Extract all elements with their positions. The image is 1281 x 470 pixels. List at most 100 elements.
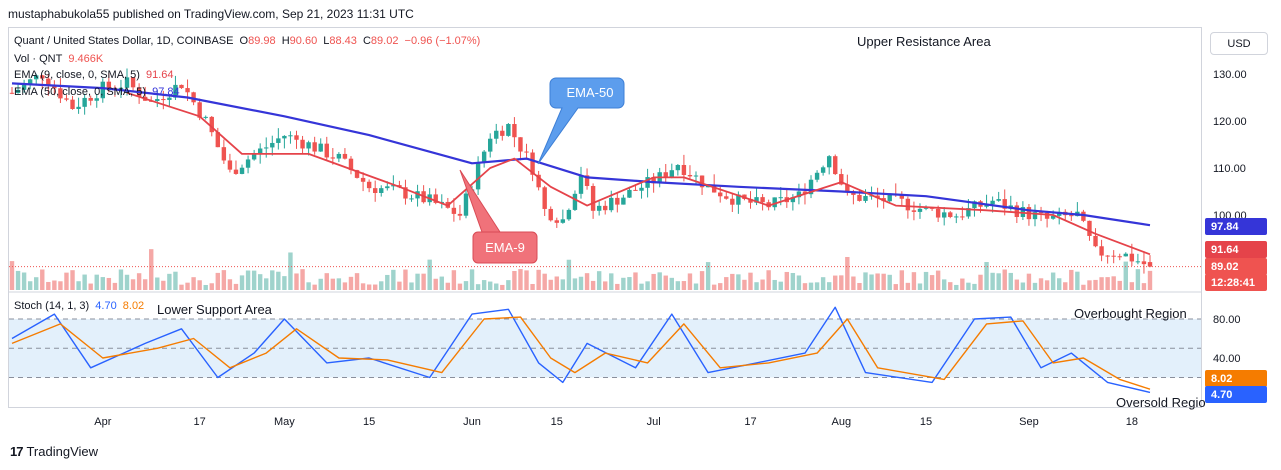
candle-body — [191, 92, 196, 103]
volume-bar — [699, 271, 705, 290]
volume-bar — [941, 279, 947, 290]
volume-bar — [445, 282, 451, 290]
candle-body — [1044, 212, 1050, 219]
volume-bar — [1038, 278, 1044, 290]
candle-body — [312, 142, 317, 152]
candle-body — [572, 193, 578, 210]
volume-bar — [136, 273, 142, 290]
candle-body — [270, 142, 275, 148]
candle-body — [760, 197, 765, 203]
volume-bar — [366, 284, 372, 290]
volume-bar — [149, 249, 154, 290]
bullish-candle — [826, 155, 832, 175]
bullish-candle — [984, 194, 989, 209]
candle-body — [173, 84, 178, 98]
bullish-candle — [270, 135, 275, 156]
candle-body — [899, 194, 905, 199]
candle-body — [34, 75, 39, 80]
volume-bar — [324, 273, 329, 290]
volume-bar — [790, 272, 796, 290]
volume-bar — [1105, 277, 1110, 290]
bullish-candle — [693, 171, 699, 186]
currency-button[interactable]: USD — [1210, 32, 1268, 55]
candle-body — [197, 102, 202, 118]
volume-bar — [808, 282, 814, 290]
candle-body — [857, 194, 862, 201]
candle-body — [276, 138, 281, 143]
bearish-candle — [548, 206, 553, 222]
candle-body — [88, 97, 93, 101]
bearish-candle — [512, 117, 517, 148]
date-tick-label: May — [274, 416, 295, 428]
volume-bar — [833, 275, 838, 290]
bullish-candle — [409, 194, 414, 202]
volume-bar — [318, 278, 323, 290]
volume-bar — [221, 270, 227, 290]
candle-body — [209, 116, 214, 133]
volume-bar — [851, 276, 856, 290]
bullish-candle — [391, 175, 396, 191]
candle-body — [1093, 235, 1098, 247]
bullish-candle — [118, 79, 124, 98]
ema9-line — [126, 91, 1151, 256]
candle-body — [94, 98, 99, 101]
footer-brand[interactable]: 17 TradingView — [10, 444, 98, 459]
bearish-candle — [366, 179, 372, 193]
candle-body — [1069, 215, 1074, 217]
volume-bar — [590, 280, 596, 290]
bearish-candle — [724, 191, 729, 200]
volume-bar — [106, 277, 112, 290]
bearish-candle — [948, 211, 953, 219]
bearish-candle — [451, 198, 457, 222]
candle-body — [972, 201, 977, 209]
candle-body — [754, 197, 759, 203]
candle-body — [596, 205, 602, 211]
volume-bar — [560, 279, 566, 290]
volume-bar — [899, 270, 905, 290]
candle-body — [391, 185, 396, 187]
candle-body — [360, 177, 366, 182]
volume-bar — [651, 273, 656, 290]
volume-bar — [657, 272, 662, 290]
candle-body — [245, 159, 251, 168]
stoch-d-line — [11, 316, 1151, 390]
candle-body — [294, 135, 299, 140]
volume-bar — [64, 272, 69, 290]
volume-bar — [433, 278, 438, 290]
volume-bar — [439, 276, 444, 290]
candle-body — [1123, 253, 1128, 257]
bearish-candle — [403, 179, 408, 205]
volume-bar — [494, 283, 499, 290]
ema50-price-badge: 97.84 — [1205, 218, 1267, 235]
ema9-label[interactable]: EMA (9, close, 0, SMA, 5) — [14, 69, 140, 81]
volume-bar — [639, 283, 644, 290]
bearish-candle — [730, 192, 735, 213]
volume-bar — [935, 270, 941, 290]
volume-bar — [1026, 273, 1032, 290]
candle-body — [693, 175, 699, 177]
bullish-candle — [1135, 253, 1141, 265]
publisher-line: mustaphabukola55 published on TradingVie… — [8, 7, 414, 21]
candle-body — [663, 172, 668, 178]
volume-bar — [845, 256, 850, 290]
symbol-name[interactable]: Quant / United States Dollar, 1D, COINBA… — [14, 35, 234, 47]
bullish-candle — [288, 131, 293, 144]
volume-label[interactable]: Vol · QNT — [14, 53, 63, 65]
volume-bar — [415, 273, 420, 290]
candle-body — [512, 124, 517, 138]
stoch-label[interactable]: Stoch (14, 1, 3) — [14, 300, 90, 312]
volume-bar — [1111, 276, 1116, 290]
ema9-legend: EMA (9, close, 0, SMA, 5) 91.64 — [14, 69, 177, 81]
bearish-candle — [584, 168, 590, 190]
candle-body — [839, 174, 844, 185]
ema50-label[interactable]: EMA (50, close, 0, SMA, 5) — [14, 86, 147, 98]
bearish-candle — [130, 77, 136, 91]
volume-bar — [796, 275, 802, 290]
volume-bar — [1129, 282, 1135, 290]
volume-bar — [1008, 272, 1013, 290]
volume-bar — [621, 277, 626, 290]
volume-bar — [1117, 280, 1122, 290]
candle-body — [609, 197, 614, 211]
candle-body — [542, 187, 547, 209]
